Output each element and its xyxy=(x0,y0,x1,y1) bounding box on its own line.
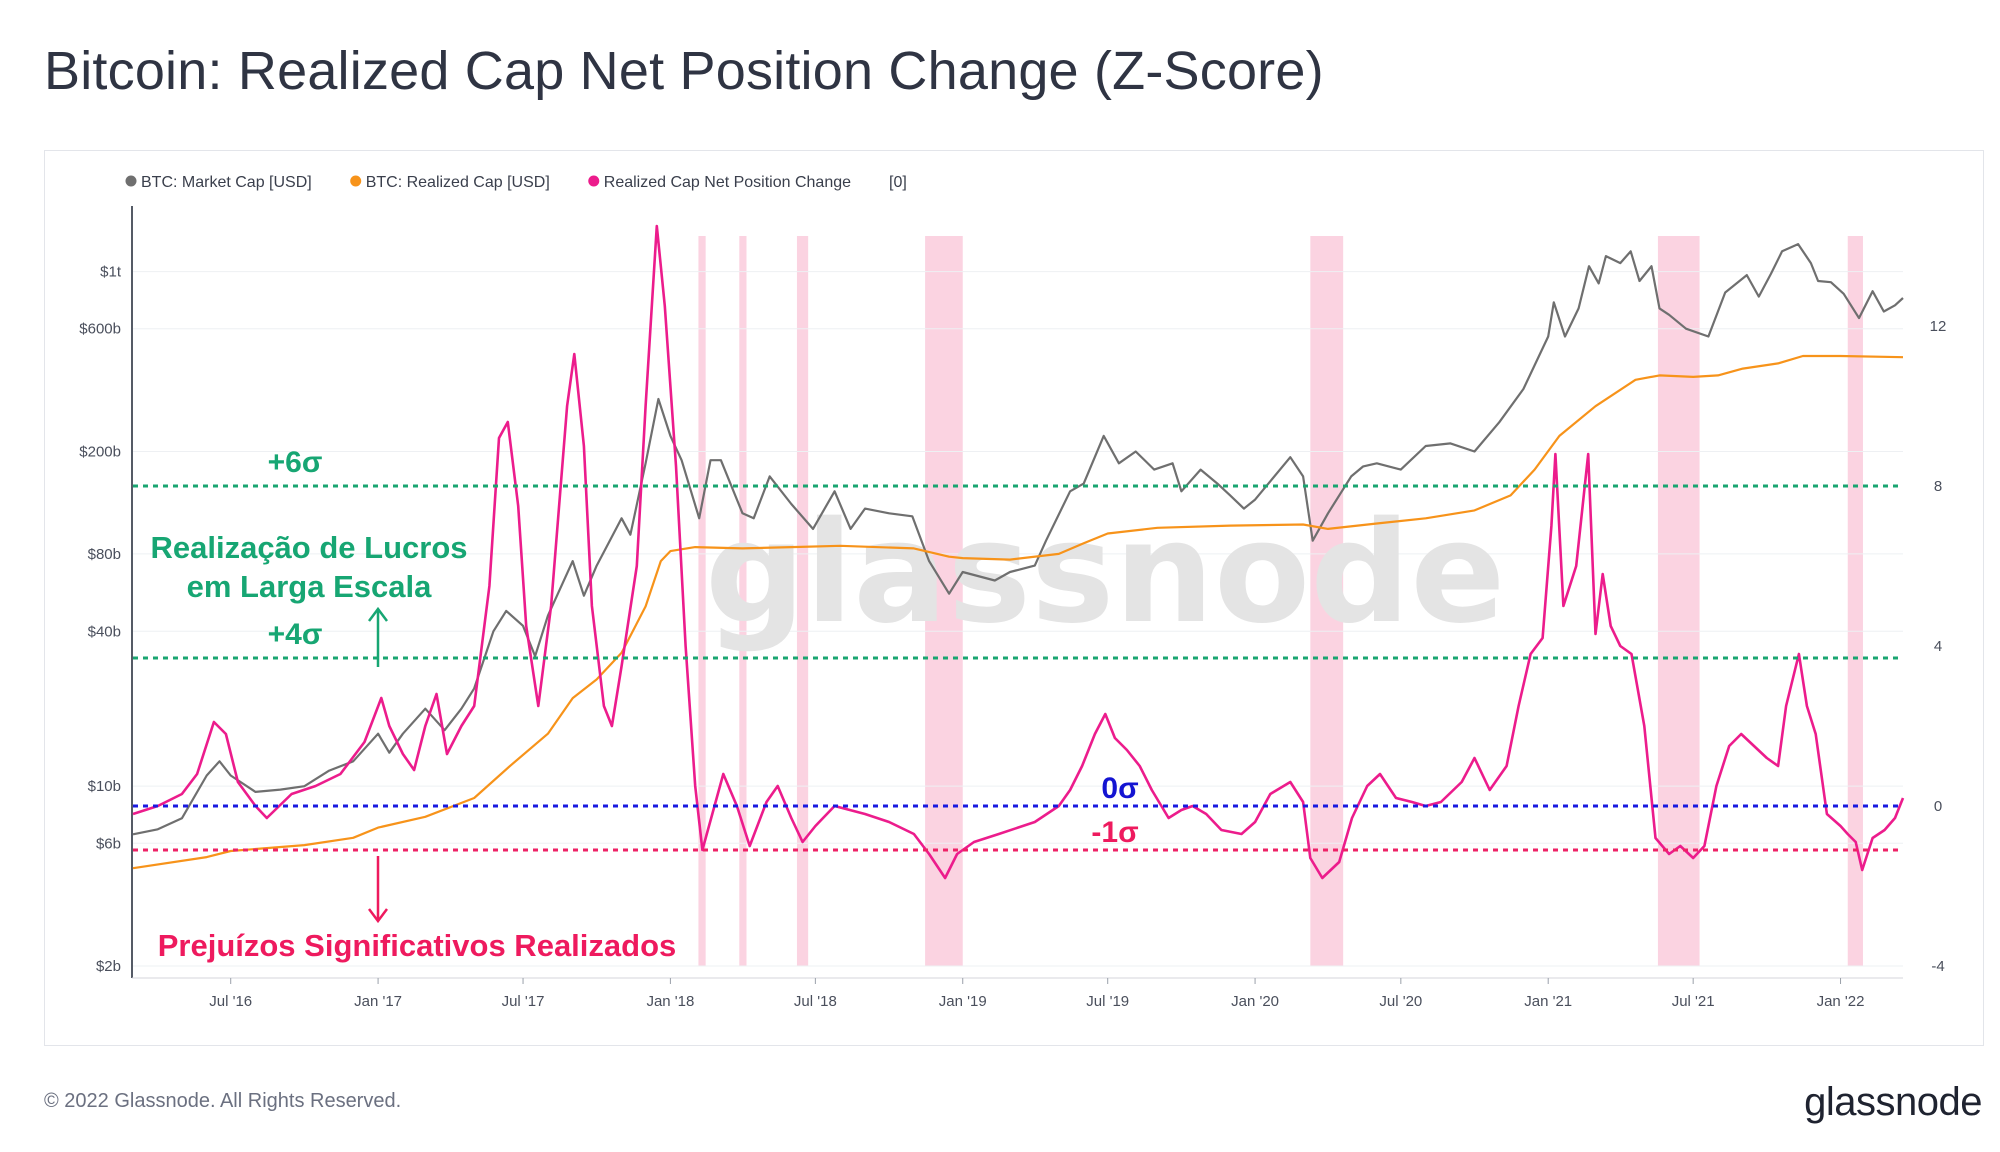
realized-cap-line xyxy=(132,354,1904,870)
highlight-band-4 xyxy=(1310,236,1344,966)
x-tick-label: Jan '18 xyxy=(646,993,694,1010)
y-left-tick-label: $40b xyxy=(88,623,121,640)
label-minus1: -1σ xyxy=(1091,816,1138,849)
x-tick-label: Jan '19 xyxy=(939,993,987,1010)
legend-item-3: [0] xyxy=(889,174,907,191)
highlight-band-2 xyxy=(796,236,809,966)
label-plus4: +4σ xyxy=(268,618,323,651)
chart-svg: BTC: Market Cap [USD] BTC: Realized Cap [… xyxy=(79,174,1947,1010)
legend-label: BTC: Realized Cap [USD] xyxy=(366,174,550,191)
legend-item-0: BTC: Market Cap [USD] xyxy=(125,174,312,191)
annotation-loss: Prejuízos Significativos Realizados xyxy=(158,928,677,963)
annotation-profit-line1: Realização de Lucros xyxy=(150,530,467,565)
highlight-band-6 xyxy=(1847,236,1863,966)
highlight-band-5 xyxy=(1657,236,1700,966)
legend-label: Realized Cap Net Position Change xyxy=(604,174,851,191)
highlight-band-3 xyxy=(925,236,963,966)
y-right-tick-label: 4 xyxy=(1934,638,1942,655)
watermark: glassnode xyxy=(705,492,1505,655)
legend-item-1: BTC: Realized Cap [USD] xyxy=(350,174,550,191)
x-tick-label: Jan '20 xyxy=(1231,993,1279,1010)
x-tick-label: Jul '16 xyxy=(209,993,252,1010)
arrow-up-profit-head xyxy=(368,606,388,622)
legend-swatch xyxy=(588,175,600,187)
x-tick-label: Jul '18 xyxy=(794,993,837,1010)
footer-logo: glassnode xyxy=(1804,1080,1982,1124)
y-left-tick-label: $200b xyxy=(79,443,121,460)
x-tick-label: Jul '19 xyxy=(1086,993,1129,1010)
legend-swatch xyxy=(125,175,137,187)
highlight-band-1 xyxy=(739,236,747,966)
market-cap-line xyxy=(132,243,1904,836)
y-left-tick-label: $2b xyxy=(96,958,121,975)
x-tick-label: Jul '17 xyxy=(502,993,545,1010)
x-tick-label: Jan '21 xyxy=(1524,993,1572,1010)
arrow-down-loss-head xyxy=(368,908,388,924)
y-right-tick-label: -4 xyxy=(1931,958,1944,975)
y-left-tick-label: $1t xyxy=(100,264,122,281)
legend-label: BTC: Market Cap [USD] xyxy=(141,174,312,191)
y-left-tick-label: $80b xyxy=(88,546,121,563)
x-tick-label: Jan '17 xyxy=(354,993,402,1010)
y-left-tick-label: $600b xyxy=(79,321,121,338)
footer-copyright: © 2022 Glassnode. All Rights Reserved. xyxy=(44,1090,402,1112)
page-title: Bitcoin: Realized Cap Net Position Chang… xyxy=(44,41,1324,101)
highlight-band-0 xyxy=(698,236,706,966)
y-right-tick-label: 0 xyxy=(1934,798,1942,815)
legend-swatch xyxy=(350,175,362,187)
x-tick-label: Jul '20 xyxy=(1379,993,1422,1010)
chart-frame: BTC: Market Cap [USD] BTC: Realized Cap [… xyxy=(44,150,1984,1046)
y-right-tick-label: 8 xyxy=(1934,478,1942,495)
x-tick-label: Jul '21 xyxy=(1672,993,1715,1010)
y-left-tick-label: $10b xyxy=(88,778,121,795)
label-zero: 0σ xyxy=(1101,772,1138,805)
y-left-tick-label: $6b xyxy=(96,835,121,852)
x-tick-label: Jan '22 xyxy=(1817,993,1865,1010)
label-plus6: +6σ xyxy=(268,446,323,479)
arrow-down-loss xyxy=(368,856,388,924)
annotation-profit-line2: em Larga Escala xyxy=(187,569,432,604)
legend-label: [0] xyxy=(889,174,907,191)
arrow-up-profit xyxy=(368,606,388,667)
legend-item-2: Realized Cap Net Position Change xyxy=(588,174,851,191)
y-right-tick-label: 12 xyxy=(1930,318,1947,335)
